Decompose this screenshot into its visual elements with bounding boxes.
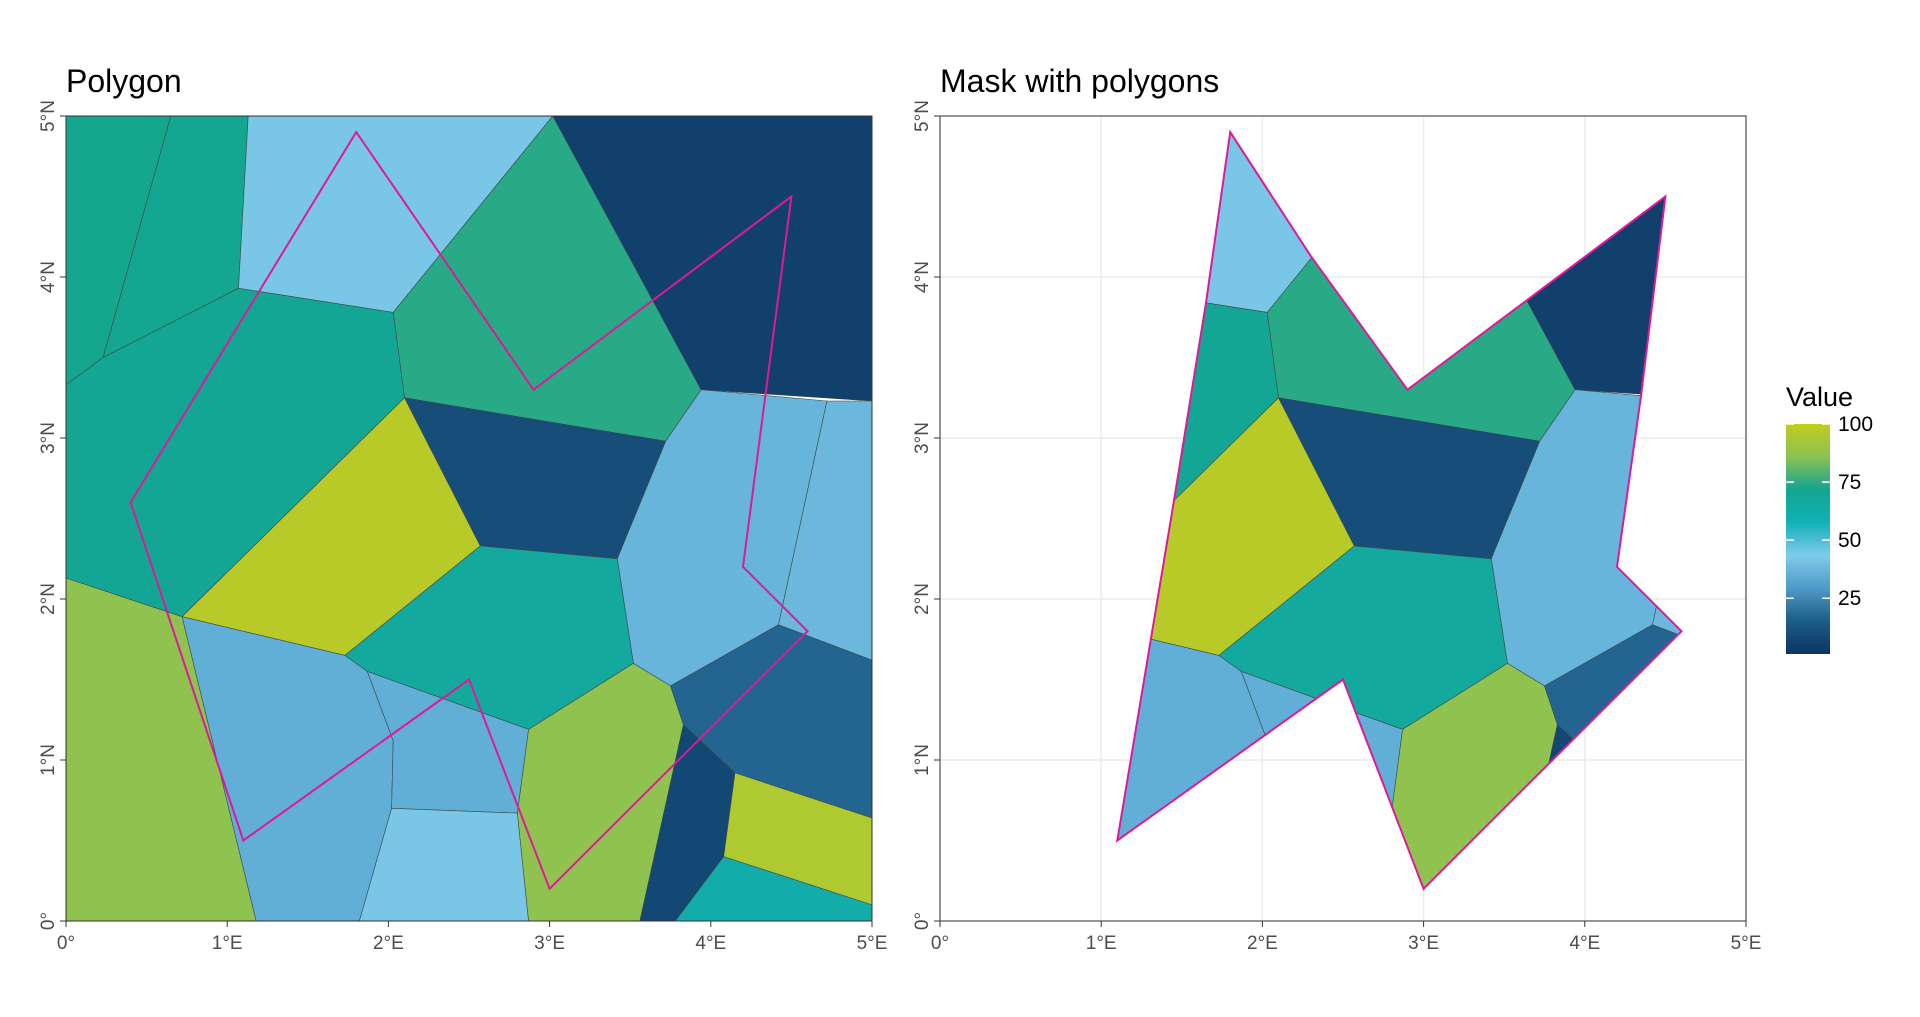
voronoi-cell	[66, 577, 257, 921]
voronoi-cells	[66, 116, 872, 921]
panel-polygon: Polygon 0° 1°E 2°E 3°E 4°E 5°E 0° 1°N 2°N 3°N 4°N 5…	[38, 63, 887, 954]
y-tick-label: 1°N	[912, 744, 933, 776]
y-tick-label: 3°N	[912, 422, 933, 454]
y-tick-label: 3°N	[38, 422, 59, 454]
voronoi-cell	[1233, 807, 1403, 889]
y-tick-label: 5°N	[38, 100, 59, 132]
legend-tick-label: 25	[1838, 587, 1861, 610]
plot-frame-right	[939, 115, 1747, 922]
legend-tick-label: 75	[1838, 471, 1861, 494]
axis-ticks-right: 0° 1°E 2°E 3°E 4°E 5°E 0° 1°N 2°N 3°N 4°N 5°N	[912, 100, 1761, 954]
voronoi-cell	[778, 400, 872, 661]
voronoi-cell	[723, 772, 872, 906]
voronoi-cell	[1597, 772, 1682, 889]
y-tick-label: 4°N	[912, 261, 933, 293]
y-tick-label: 4°N	[38, 261, 59, 293]
y-tick-label: 1°N	[38, 744, 59, 776]
x-tick-label: 2°E	[373, 933, 404, 954]
masked-cells	[940, 116, 1682, 889]
x-tick-label: 3°E	[1408, 933, 1439, 954]
voronoi-cell	[1117, 132, 1123, 359]
x-tick-label: 5°E	[857, 933, 888, 954]
x-tick-label: 0°	[57, 933, 75, 954]
voronoi-cell	[1266, 132, 1576, 442]
mask-outline	[1115, 129, 1683, 891]
voronoi-cell	[1548, 856, 1682, 889]
x-tick-label: 4°E	[695, 933, 726, 954]
axis-ticks-left: 0° 1°E 2°E 3°E 4°E 5°E 0° 1°N 2°N 3°N 4°N 5°N	[38, 100, 887, 954]
x-tick-label: 4°E	[1569, 933, 1600, 954]
legend-tick-label: 50	[1838, 529, 1861, 552]
voronoi-cell	[552, 116, 872, 402]
legend-tick-label: 100	[1838, 413, 1873, 436]
y-tick-label: 0°	[912, 912, 933, 930]
panel-title-polygon: Polygon	[66, 63, 182, 99]
voronoi-cell	[674, 856, 872, 921]
y-tick-label: 2°N	[38, 583, 59, 615]
x-tick-label: 2°E	[1247, 933, 1278, 954]
x-tick-label: 1°E	[1086, 933, 1117, 954]
voronoi-cell	[1652, 400, 1682, 661]
x-tick-label: 0°	[931, 933, 949, 954]
x-tick-label: 1°E	[212, 933, 243, 954]
panel-title-mask-with-polygons: Mask with polygons	[940, 63, 1219, 99]
y-tick-label: 2°N	[912, 583, 933, 615]
voronoi-cell	[1117, 132, 1428, 313]
panel-mask-with-polygons: Mask with polygons 0° 1°E 2°E 3°E 4°E 5°E 0° 1°…	[912, 63, 1761, 954]
y-tick-label: 0°	[38, 912, 59, 930]
legend-title: Value	[1786, 382, 1853, 412]
legend-ticks: 100 75 50 25	[1786, 413, 1873, 610]
legend-colorbar	[1786, 424, 1830, 654]
x-tick-label: 5°E	[1731, 933, 1762, 954]
voronoi-cell	[359, 807, 529, 921]
legend: Value 100 75 50 25	[1786, 382, 1873, 654]
polygon-outline	[129, 130, 809, 891]
y-tick-label: 5°N	[912, 100, 933, 132]
voronoi-cell	[940, 116, 1045, 385]
x-tick-label: 3°E	[534, 933, 565, 954]
plot-frame-left	[65, 115, 873, 922]
